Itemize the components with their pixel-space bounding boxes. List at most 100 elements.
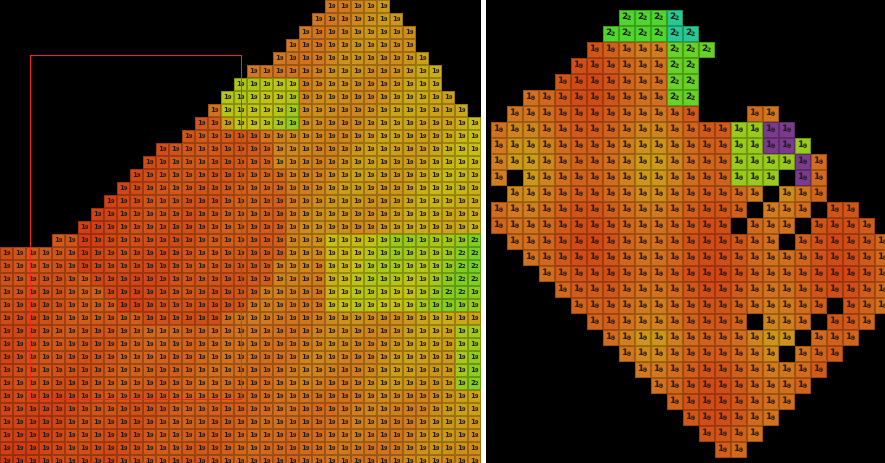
heat-cell[interactable]: 19 [875, 234, 885, 250]
